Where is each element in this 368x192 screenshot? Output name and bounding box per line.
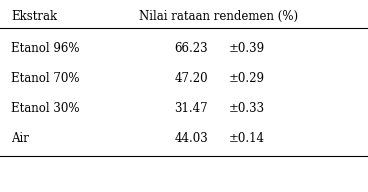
Text: Air: Air — [11, 132, 29, 145]
Text: ±0.39: ±0.39 — [229, 42, 265, 55]
Text: Ekstrak: Ekstrak — [11, 10, 57, 23]
Text: ±0.29: ±0.29 — [229, 72, 265, 85]
Text: Etanol 30%: Etanol 30% — [11, 102, 79, 115]
Text: ±0.14: ±0.14 — [229, 132, 265, 145]
Text: Etanol 70%: Etanol 70% — [11, 72, 79, 85]
Text: Etanol 96%: Etanol 96% — [11, 42, 79, 55]
Text: 47.20: 47.20 — [174, 72, 208, 85]
Text: Nilai rataan rendemen (%): Nilai rataan rendemen (%) — [139, 10, 298, 23]
Text: 66.23: 66.23 — [174, 42, 208, 55]
Text: ±0.33: ±0.33 — [229, 102, 265, 115]
Text: 31.47: 31.47 — [174, 102, 208, 115]
Text: 44.03: 44.03 — [174, 132, 208, 145]
